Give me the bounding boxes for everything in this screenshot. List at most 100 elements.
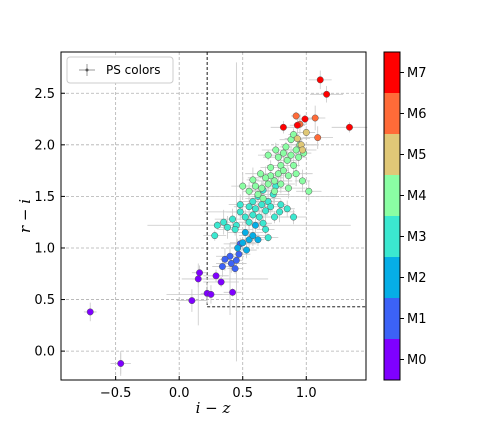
x-tick-label: 0.0 [169, 386, 190, 401]
data-point-m2 [251, 221, 259, 229]
data-point-m4 [290, 162, 298, 169]
data-point-m3 [267, 203, 275, 211]
colorbar-label: M2 [407, 271, 427, 286]
data-point-m7 [279, 123, 287, 131]
legend-box [66, 56, 174, 84]
data-point-m6 [311, 114, 319, 122]
data-point-m3 [213, 221, 221, 229]
data-point-m4 [254, 190, 262, 198]
data-point-m1 [232, 256, 240, 264]
colorbar-segment [384, 175, 400, 216]
data-point-m1 [218, 263, 226, 270]
colorbar-segment [384, 93, 400, 134]
x-axis-ticks: −0.5 0.0 0.5 1.0 [100, 376, 317, 401]
colorbar-segment [384, 52, 400, 93]
data-point-m4 [283, 156, 291, 164]
data-point-m4 [262, 174, 270, 182]
data-point-m0 [207, 290, 215, 298]
x-axis-label: i − z [196, 399, 231, 417]
data-point-m0 [217, 278, 225, 286]
data-point-m4 [282, 143, 290, 151]
data-point-m3 [211, 232, 219, 240]
colorbar-label: M7 [407, 66, 427, 81]
data-point-m2 [243, 246, 250, 254]
data-point-m4 [271, 177, 278, 185]
y-tick-label: 0.0 [34, 345, 55, 360]
data-point-m3 [249, 211, 257, 219]
data-point-m2 [249, 232, 257, 240]
data-point-m3 [229, 215, 237, 223]
data-point-m4 [271, 187, 278, 195]
selection-box [206, 52, 366, 308]
data-point-m1 [235, 250, 243, 258]
data-point-m0 [196, 269, 203, 277]
data-point-m4 [251, 182, 259, 190]
data-point-m3 [245, 218, 253, 226]
colorbar-label: M3 [407, 230, 427, 245]
data-point-m7 [346, 123, 353, 131]
data-point-m4 [277, 180, 285, 188]
y-axis-label: r − i [16, 199, 34, 233]
data-point-m1 [226, 252, 234, 260]
colorbar-segment [384, 339, 400, 380]
colorbar-label: M0 [407, 353, 427, 368]
data-point-m3 [241, 213, 249, 221]
data-point-m4 [245, 187, 253, 195]
colorbar-segment [384, 257, 400, 298]
data-point-m4 [267, 164, 275, 171]
data-point-m4 [274, 153, 282, 161]
data-point-m1 [231, 265, 239, 273]
data-point-m4 [299, 177, 306, 185]
data-point-m4 [239, 182, 247, 190]
data-point-m4 [264, 180, 272, 188]
data-point-m3 [290, 213, 298, 221]
data-point-m4 [264, 151, 272, 159]
data-point-m3 [231, 225, 239, 233]
x-tick-label: −0.5 [100, 386, 132, 401]
data-point-m0 [229, 288, 237, 296]
y-tick-label: 2.5 [34, 87, 55, 102]
data-point-m0 [188, 297, 196, 305]
data-point-m4 [279, 167, 287, 175]
data-point-m4 [295, 153, 303, 161]
plot-frame [60, 51, 367, 381]
legend-marker [79, 64, 95, 76]
data-point-m4 [258, 184, 266, 192]
data-point-m5 [302, 129, 310, 136]
colorbar-segment [384, 134, 400, 175]
data-point-m5 [293, 135, 301, 143]
data-point-m0 [117, 360, 125, 367]
data-point-m4 [272, 146, 280, 154]
data-point-m4 [285, 172, 292, 180]
legend: PS colors [66, 56, 174, 84]
data-point-m0 [86, 308, 94, 316]
colorbar-label: M1 [407, 312, 427, 327]
data-point-m3 [251, 205, 259, 213]
data-point-m4 [274, 170, 282, 178]
data-point-m2 [254, 236, 262, 244]
colorbar-label: M5 [407, 148, 427, 163]
data-point-m3 [271, 213, 278, 221]
data-point-m0 [194, 275, 202, 283]
data-point-m3 [255, 213, 263, 221]
data-point-m7 [301, 115, 309, 123]
data-point-m3 [249, 198, 257, 206]
data-point-m3 [283, 205, 291, 213]
data-point-m7 [323, 90, 331, 98]
y-tick-label: 0.5 [34, 293, 55, 308]
data-point-m3 [236, 201, 244, 209]
colorbar-label: M4 [407, 189, 427, 204]
data-point-m3 [245, 203, 253, 211]
y-tick-label: 1.5 [34, 190, 55, 205]
y-tick-label: 1.0 [34, 241, 55, 256]
data-point-m3 [277, 201, 285, 209]
data-point-m3 [258, 201, 266, 209]
data-point-m7 [316, 76, 324, 84]
data-point-m3 [264, 234, 272, 242]
data-point-m4 [259, 195, 267, 202]
x-tick-label: 0.5 [232, 386, 253, 401]
data-point-m6 [314, 134, 322, 142]
legend-entry: PS colors [106, 63, 160, 77]
data-point-m2 [234, 244, 242, 252]
plot-area [61, 52, 366, 380]
